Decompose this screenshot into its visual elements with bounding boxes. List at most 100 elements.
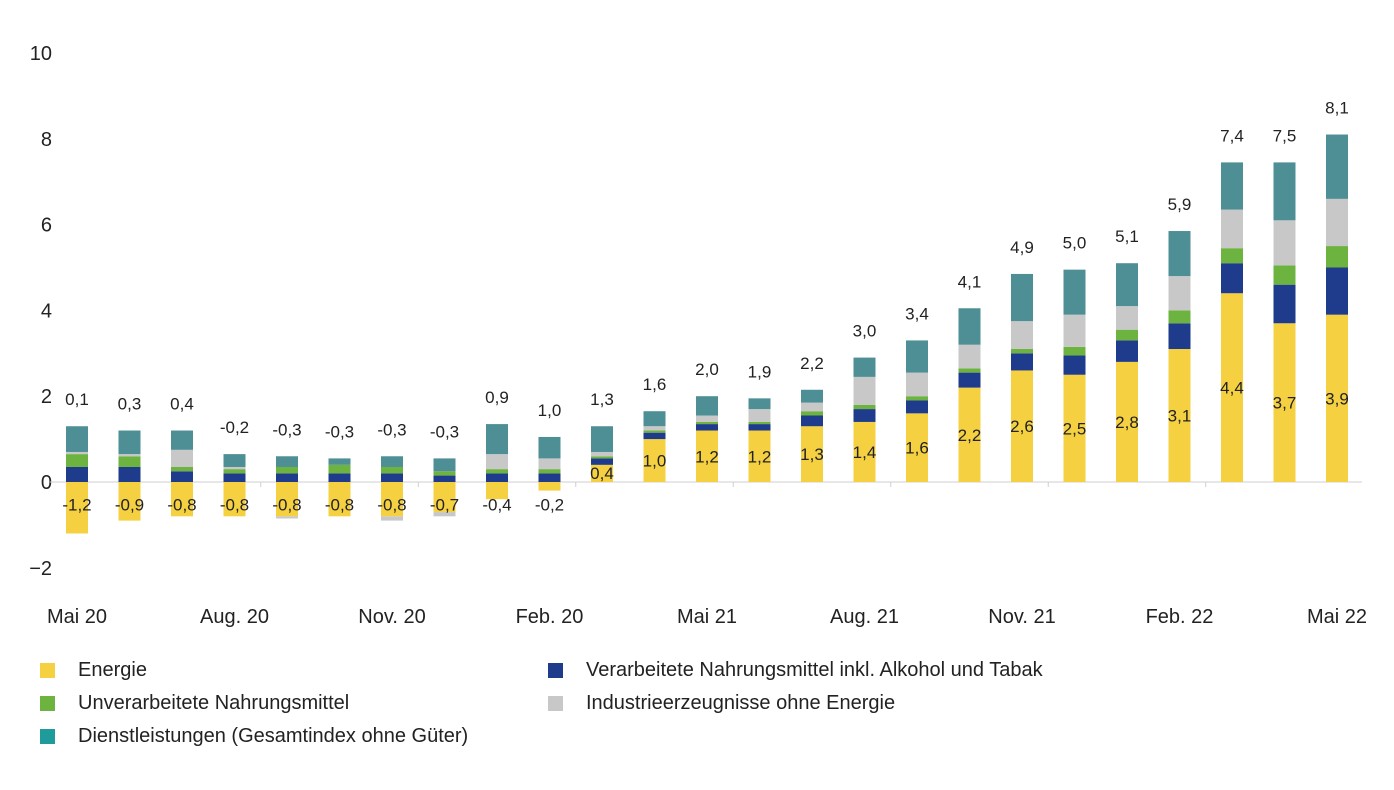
bar-segment: [591, 451, 613, 457]
legend-item-unverarbeitete-nahrungsmittel: Unverarbeitete Nahrungsmittel: [40, 692, 349, 715]
energy-label: 3,1: [1168, 407, 1192, 426]
bar-segment: [1326, 134, 1348, 199]
total-label: 8,1: [1325, 99, 1349, 118]
bar-segment: [486, 473, 508, 482]
bar-segment: [853, 421, 876, 482]
bar-segment: [66, 466, 88, 482]
energy-label: 0,4: [590, 464, 614, 483]
legend-label-energie: Energie: [78, 659, 147, 681]
bar-segment: [381, 482, 403, 517]
total-label: 7,5: [1273, 126, 1297, 145]
total-label: 1,3: [590, 390, 614, 409]
bar-segment: [1168, 349, 1191, 482]
bar-segment: [538, 473, 561, 482]
legend-item-verarbeitete-nahrungsmittel: Verarbeitete Nahrungsmittel inkl. Alkoho…: [548, 659, 1043, 682]
bar-segment: [591, 458, 613, 465]
bar-segment: [328, 482, 351, 517]
energy-label: -1,2: [62, 496, 91, 515]
bar-segment: [1168, 323, 1191, 350]
bar-segment: [801, 415, 823, 427]
bar-segment: [1116, 306, 1138, 330]
energy-label: 2,2: [958, 426, 982, 445]
total-label: 4,1: [958, 272, 982, 291]
total-label: -0,3: [272, 420, 301, 439]
bar-segment: [381, 456, 403, 467]
bar-segment: [1116, 263, 1138, 307]
bar-segment: [486, 469, 508, 474]
bar-segment: [1116, 340, 1138, 362]
bar-segment: [1168, 231, 1191, 277]
y-axis: −2 0 2 4 6 8 10: [29, 43, 52, 580]
energy-label: 2,6: [1010, 417, 1034, 436]
bar-segment: [958, 368, 981, 373]
y-tick-label: 0: [41, 472, 52, 494]
bar-segment: [1273, 162, 1296, 221]
legend-swatch-industrieerzeugnisse: [548, 696, 563, 711]
bar-segment: [696, 424, 718, 431]
bar-segment: [1063, 355, 1086, 375]
legend-item-dienstleistungen: Dienstleistungen (Gesamtindex ohne Güter…: [40, 725, 468, 748]
bar-segment: [328, 458, 351, 465]
bar-segment: [906, 400, 928, 414]
bar-segment: [171, 466, 193, 472]
bar-segment: [696, 421, 718, 425]
legend-label-verarbeitete-nahrungsmittel: Verarbeitete Nahrungsmittel inkl. Alkoho…: [586, 659, 1043, 681]
bar-segment: [853, 409, 876, 422]
bar-segment: [643, 430, 666, 433]
bar-segment: [1221, 209, 1243, 249]
bar-segment: [223, 482, 246, 517]
bar-segment: [381, 473, 403, 482]
bar-segment: [1116, 361, 1138, 482]
bar-segment: [276, 466, 298, 474]
total-label: 2,2: [800, 354, 824, 373]
bar-segment: [591, 464, 613, 482]
energy-label: -0,7: [430, 496, 459, 515]
legend-swatch-verarbeitete-nahrungsmittel: [548, 663, 563, 678]
total-label: -0,2: [220, 418, 249, 437]
bar-segment: [276, 516, 298, 519]
total-label: 5,0: [1063, 234, 1087, 253]
bar-segment: [223, 469, 246, 474]
y-tick-label: 4: [41, 300, 52, 322]
bar-segment: [1273, 323, 1296, 482]
total-label: 7,4: [1220, 126, 1244, 145]
bar-segment: [801, 426, 823, 482]
bar-segment: [906, 372, 928, 397]
bar-segment: [486, 424, 508, 455]
bar-segment: [276, 482, 298, 517]
bar-segment: [1011, 370, 1033, 482]
y-tick-label: 2: [41, 386, 52, 408]
bar-segment: [1168, 276, 1191, 311]
total-label: 5,1: [1115, 227, 1139, 246]
energy-label: -0,8: [325, 496, 354, 515]
total-label: 2,0: [695, 360, 719, 379]
bar-segment: [748, 398, 771, 410]
bar-segment: [433, 471, 456, 476]
bar-segment: [66, 426, 88, 452]
bar-segment: [853, 357, 876, 377]
energy-label: 1,2: [748, 447, 772, 466]
x-tick-label: Mai 22: [1307, 606, 1367, 628]
energy-label: -0,8: [377, 496, 406, 515]
y-tick-label: −2: [29, 558, 52, 580]
bar-segment: [906, 340, 928, 373]
bar-segment: [1326, 246, 1348, 268]
energy-label: -0,4: [482, 496, 511, 515]
bar-segment: [958, 387, 981, 482]
total-label: -0,3: [377, 420, 406, 439]
bar-segment: [643, 439, 666, 482]
bar-segment: [328, 464, 351, 474]
energy-label: 1,4: [853, 443, 877, 462]
bar-segment: [433, 458, 456, 472]
total-label: 1,0: [538, 401, 562, 420]
bar-segment: [1221, 293, 1243, 482]
bar-segment: [853, 376, 876, 405]
total-label: 3,0: [853, 322, 877, 341]
bar-segment: [223, 454, 246, 467]
energy-label: 1,3: [800, 445, 824, 464]
bar-segment: [433, 475, 456, 482]
bar-segment: [853, 404, 876, 410]
bar-segment: [66, 482, 88, 534]
y-tick-label: 6: [41, 215, 52, 237]
legend: Energie Unverarbeitete Nahrungsmittel Di…: [40, 655, 1380, 755]
